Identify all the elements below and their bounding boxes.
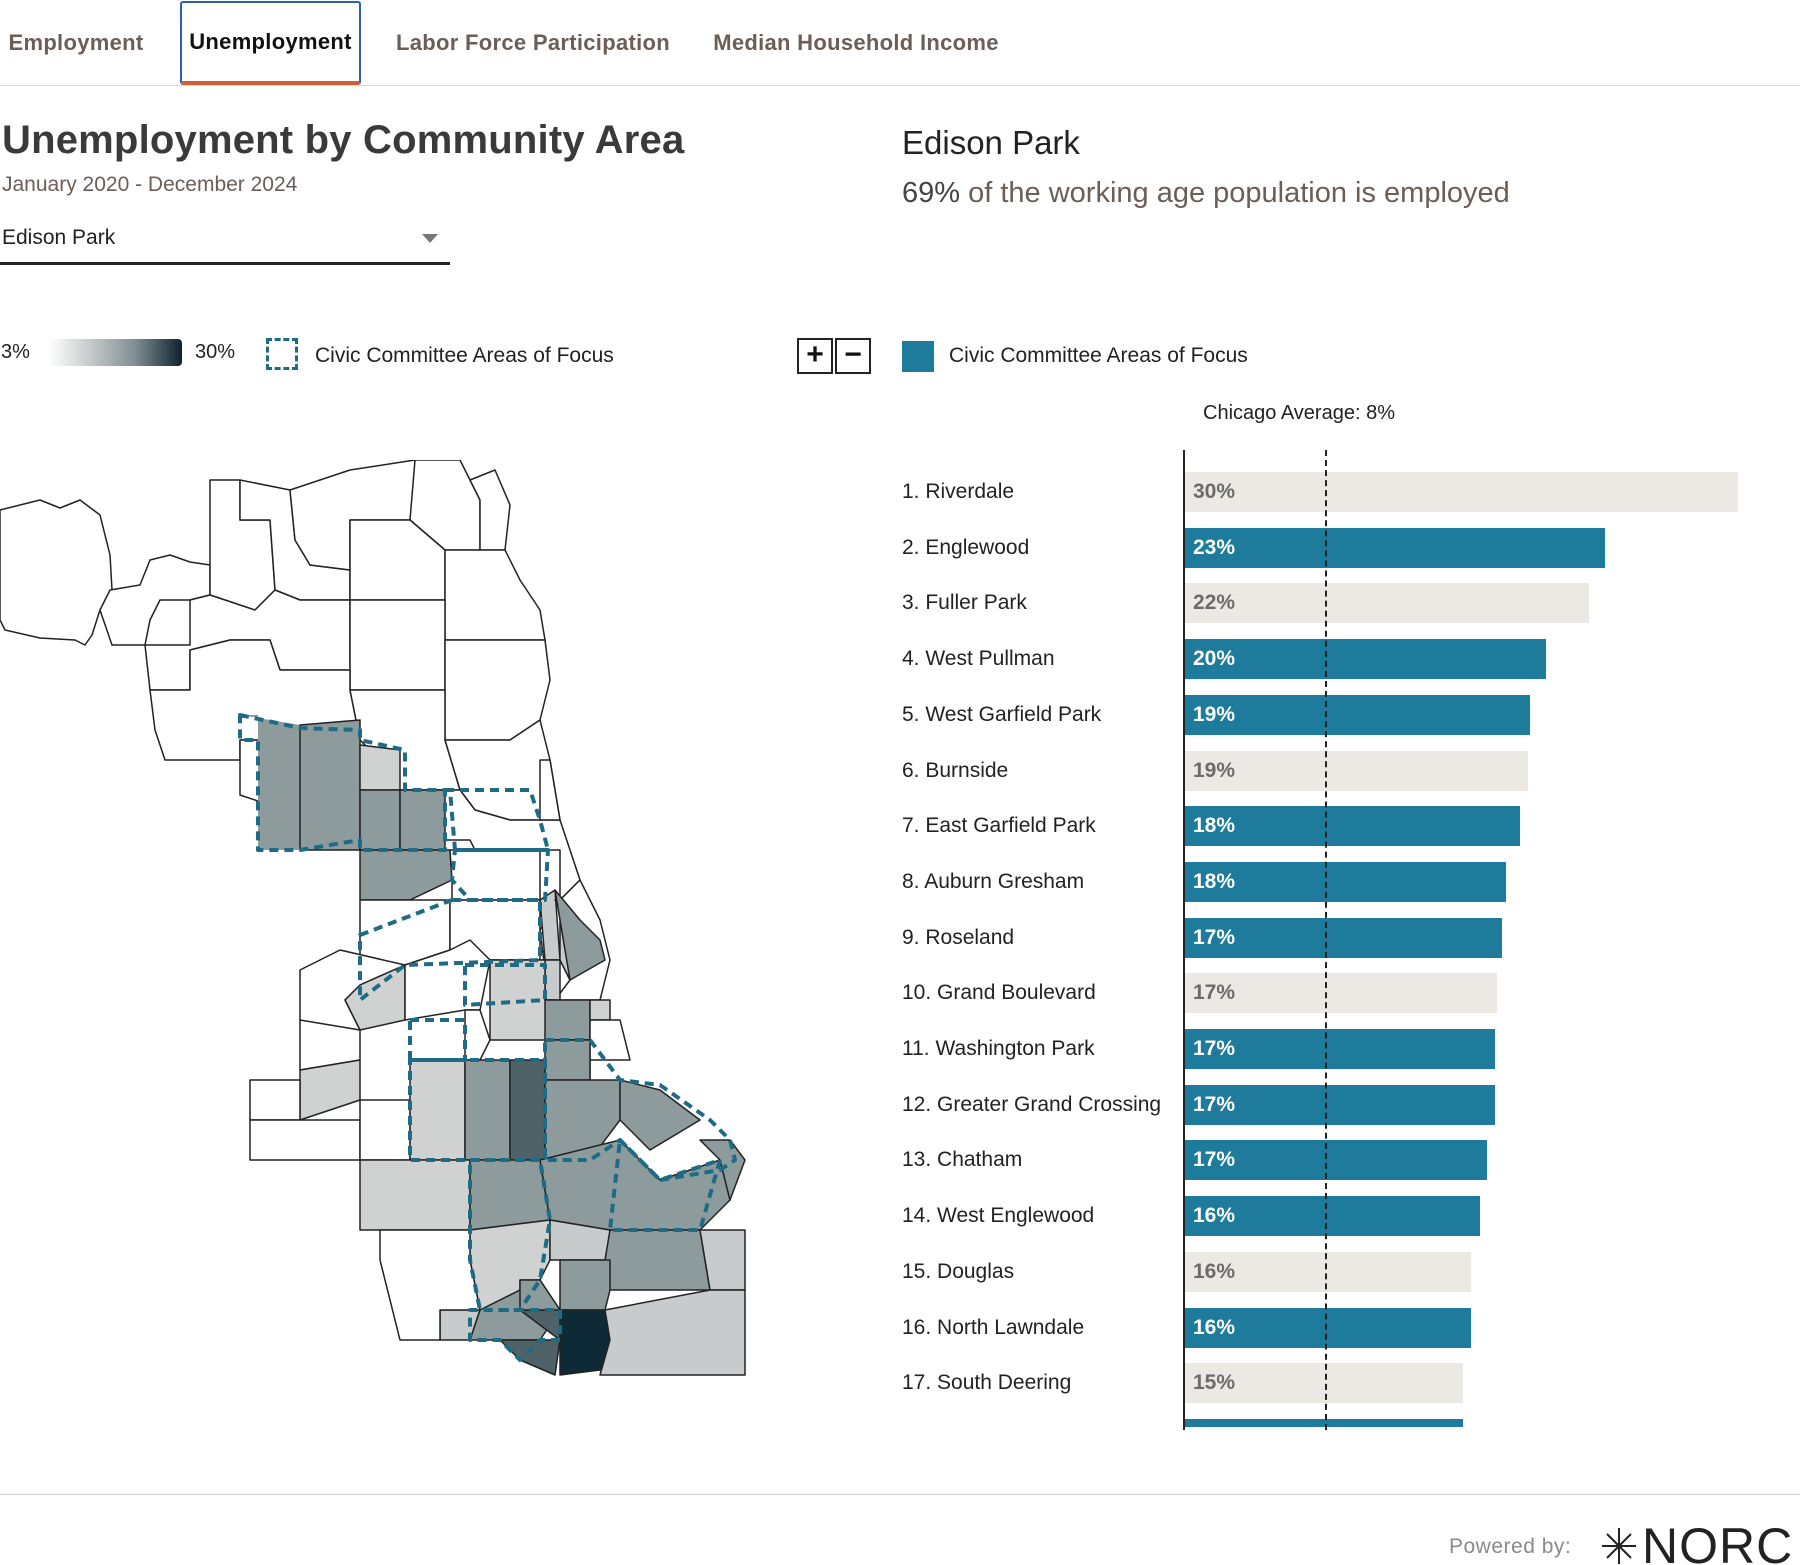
bar-value-label: 17% [1193,1148,1236,1172]
bar-category-label: 2. Englewood [902,535,1030,559]
map-legend-focus-label: Civic Committee Areas of Focus [315,344,614,367]
focus-outline [408,1058,547,1162]
focus-swatch [902,341,934,372]
focus-outline [408,1018,467,1062]
bar-value-label: 19% [1193,702,1236,726]
map-area[interactable] [0,499,113,646]
tab-bar: Employment Unemployment Labor Force Part… [0,0,1800,86]
bar-value-label: 18% [1193,869,1236,893]
bar[interactable]: 17% [1185,973,1497,1014]
bar[interactable]: 17% [1185,1084,1495,1125]
bar[interactable]: 18% [1185,806,1521,847]
bar-value-label: 18% [1193,814,1236,838]
bar[interactable]: 23% [1185,527,1606,568]
bar-category-label: 9. Roseland [902,925,1015,949]
selected-area-pct: 69% [902,177,961,209]
focus-outline [608,1138,722,1232]
bar[interactable]: 30% [1185,472,1738,512]
bar[interactable]: 18% [1185,861,1506,902]
bar[interactable]: 17% [1185,1140,1488,1181]
focus-outline [463,963,547,1007]
chevron-down-icon [422,234,438,243]
bar[interactable]: 15% [1185,1363,1464,1404]
bar[interactable]: 16% [1185,1307,1471,1348]
focus-outline [450,848,550,902]
bar-category-label: 16. North Lawndale [902,1315,1085,1339]
bar-category-label: 10. Grand Boulevard [902,981,1096,1005]
footer-divider [0,1494,1800,1495]
dashed-box-icon [266,338,298,370]
map-area[interactable] [349,599,446,691]
bar[interactable]: 17% [1185,1029,1495,1069]
bar-category-label: 17. South Deering [902,1371,1072,1395]
zoom-out-button[interactable]: − [835,338,871,374]
bar[interactable]: 20% [1185,639,1547,680]
unemployment-bar-chart: 1. Riverdale 30% 2. Englewood 23% 3. Fuller … [900,450,1800,1430]
bar-value-label: 15% [1193,1371,1236,1395]
bar-partial [1185,1418,1464,1427]
bar-category-label: 6. Burnside [902,758,1009,782]
bar[interactable]: 19% [1185,694,1530,735]
powered-by-label: Powered by: [1449,1535,1572,1558]
page-title: Unemployment by Community Area [2,118,685,162]
bar[interactable]: 17% [1185,917,1503,958]
bar-value-label: 17% [1193,1037,1236,1060]
select-value: Edison Park [2,226,116,249]
bar[interactable]: 22% [1185,583,1589,624]
focus-outline [468,1308,562,1362]
norc-logo[interactable]: NORC [1600,1517,1793,1565]
focus-outline [358,898,542,1002]
chart-axis [1183,450,1185,1430]
legend-max: 30% [195,341,236,363]
bar-category-label: 7. East Garfield Park [902,814,1096,838]
chart-legend-focus-label: Civic Committee Areas of Focus [949,344,1248,367]
bar-value-label: 17% [1193,925,1236,949]
tab-unemployment[interactable]: Unemployment [180,1,361,85]
community-area-select[interactable]: Edison Park [0,220,450,265]
selected-area-text: of the working age population is employe… [960,177,1510,209]
bar-category-label: 15. Douglas [902,1259,1015,1283]
map-area[interactable] [444,549,546,641]
selected-area-stat: 69% of the working age population is emp… [902,177,1510,210]
bar-value-label: 19% [1193,758,1236,782]
community-area-map[interactable] [0,460,760,1390]
bar[interactable]: 16% [1185,1196,1480,1237]
bar-category-label: 14. West Englewood [902,1204,1095,1228]
focus-outline [443,788,550,852]
focus-outline [238,713,447,852]
bar-category-label: 1. Riverdale [902,480,1015,503]
norc-star-icon [1602,1528,1636,1564]
bar-value-label: 30% [1193,480,1236,503]
legend-min: 3% [1,341,30,363]
bar-value-label: 17% [1193,1092,1236,1116]
bar-category-label: 5. West Garfield Park [902,702,1102,726]
date-range: January 2020 - December 2024 [2,173,298,196]
legend-gradient [48,339,182,366]
bar-category-label: 11. Washington Park [902,1037,1095,1060]
tab-median-household-income[interactable]: Median Household Income [713,30,999,55]
bar-value-label: 16% [1193,1204,1236,1228]
focus-outline [468,1158,552,1312]
bar-value-label: 16% [1193,1259,1236,1283]
chicago-average-line [1325,450,1328,1430]
tab-labor-force-participation[interactable]: Labor Force Participation [396,30,670,55]
bar-value-label: 16% [1193,1315,1236,1339]
focus-outline [543,1038,737,1182]
norc-brand: NORC [1642,1518,1794,1565]
bar-value-label: 23% [1193,535,1236,559]
bar-value-label: 17% [1193,981,1236,1005]
bar-category-label: 12. Greater Grand Crossing [902,1092,1162,1116]
chicago-average-label: Chicago Average: 8% [1203,402,1395,424]
bar-category-label: 8. Auburn Gresham [902,869,1085,893]
selected-area-name: Edison Park [902,124,1080,161]
bar-value-label: 20% [1193,647,1236,671]
bar-category-label: 3. Fuller Park [902,591,1027,615]
bar-category-label: 4. West Pullman [902,647,1055,671]
bar-value-label: 22% [1193,591,1236,615]
zoom-in-button[interactable]: + [797,338,833,374]
bar[interactable]: 16% [1185,1251,1471,1292]
tab-employment[interactable]: Employment [8,30,144,55]
bar-category-label: 13. Chatham [902,1148,1023,1172]
bar[interactable]: 19% [1185,750,1528,791]
